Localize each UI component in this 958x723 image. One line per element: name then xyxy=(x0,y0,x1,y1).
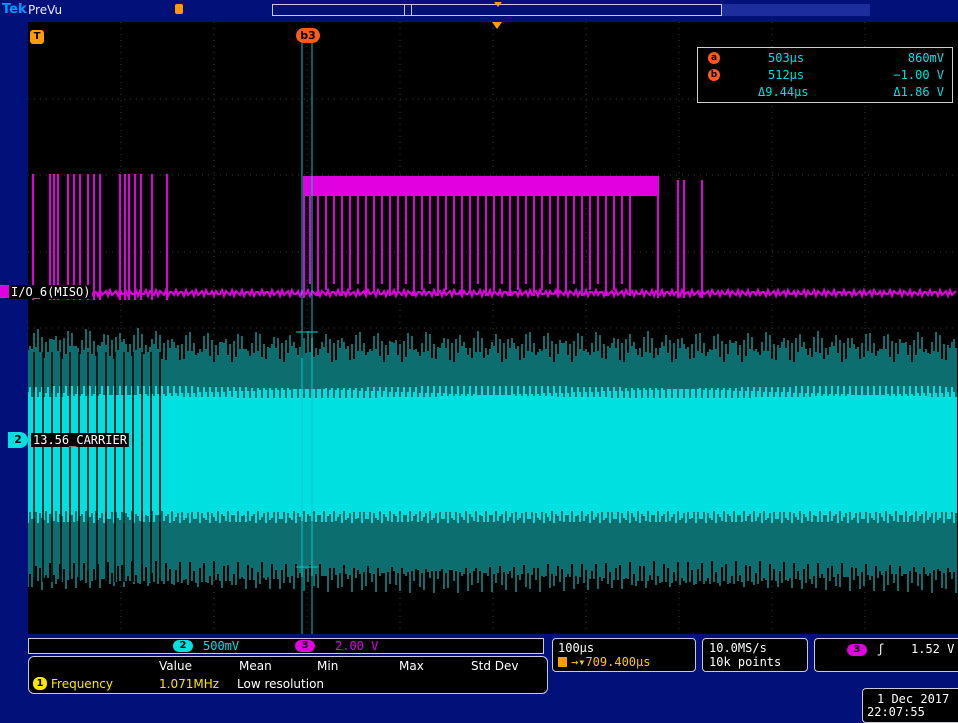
meas-header-std: Std Dev xyxy=(471,659,519,673)
acquisition-mode: PreVu xyxy=(28,3,63,17)
channel-readout-bar[interactable]: 2 500mV 3 2.00 V xyxy=(28,638,544,654)
record-view-extension xyxy=(722,4,870,16)
trigger-position-icon xyxy=(175,4,183,14)
cursor-a-icon: a xyxy=(708,52,720,64)
measurement-name: Frequency xyxy=(51,677,113,691)
graticule xyxy=(28,22,958,634)
carrier-trace-core xyxy=(28,386,957,523)
channel-2-badge: 2 xyxy=(173,640,193,652)
cursor-a-volt: 860mV xyxy=(907,51,944,65)
trigger-source-badge: 3 xyxy=(847,644,867,656)
record-length: 10k points xyxy=(709,655,782,669)
cursor-a-time: 503µs xyxy=(768,51,805,65)
cursor-b-volt: −1.00 V xyxy=(893,68,944,82)
meas-header-max: Max xyxy=(399,659,424,673)
cursor-delta-volt: Δ1.86 V xyxy=(893,85,944,99)
channel-3-badge: 3 xyxy=(295,640,315,652)
meas-header-min: Min xyxy=(317,659,339,673)
channel-2-scale[interactable]: 500mV xyxy=(203,639,240,653)
measurement-value: 1.071MHz xyxy=(159,677,220,691)
cursor-b-time: 512µs xyxy=(768,68,805,82)
trigger-marker-icon[interactable]: T xyxy=(30,30,44,44)
record-view-window[interactable] xyxy=(404,4,412,16)
waveform-display[interactable] xyxy=(28,22,958,634)
trigger-arrow-icon xyxy=(492,22,502,29)
acquisition-readout[interactable]: 10.0MS/s 10k points xyxy=(702,638,808,672)
cursor-b-icon: b xyxy=(708,69,720,81)
meas-header-mean: Mean xyxy=(239,659,272,673)
tek-logo: Tek xyxy=(2,2,27,17)
trigger-position-icon xyxy=(558,657,567,667)
channel-b-marker[interactable] xyxy=(0,285,9,298)
miso-burst-top xyxy=(304,176,658,196)
measurement-panel[interactable]: Value Mean Min Max Std Dev 1 Frequency 1… xyxy=(28,656,548,694)
date-label: 1 Dec 2017 xyxy=(877,692,950,706)
horizontal-readout[interactable]: 100µs →▾709.400µs xyxy=(552,638,696,672)
cursor-marker[interactable]: b3 xyxy=(296,28,320,43)
trigger-readout[interactable]: 3 ʃ 1.52 V xyxy=(814,638,958,672)
status-bar: Tek PreVu xyxy=(0,0,958,22)
channel-3-scale[interactable]: 2.00 V xyxy=(335,639,379,653)
trigger-level: 1.52 V xyxy=(911,642,955,656)
waveform-label-miso: I/O_6(MISO) xyxy=(9,285,93,299)
date-time-readout: 1 Dec 2017 22:07:55 xyxy=(862,688,958,723)
cursor-delta-time: Δ9.44µs xyxy=(758,85,809,99)
record-trigger-icon xyxy=(494,2,502,7)
meas-header-value: Value xyxy=(159,659,192,673)
channel-2-marker[interactable]: 2 xyxy=(8,432,28,448)
waveform-label-carrier: 13.56_CARRIER xyxy=(31,433,129,447)
cursor-readout: a 503µs 860mV b 512µs −1.00 V Δ9.44µs Δ1… xyxy=(697,47,953,103)
horizontal-scale: 100µs xyxy=(558,641,595,655)
trigger-position: →▾709.400µs xyxy=(571,655,651,669)
sample-rate: 10.0MS/s xyxy=(709,641,767,655)
miso-baseline xyxy=(28,287,957,299)
time-label: 22:07:55 xyxy=(867,705,925,719)
measurement-note: Low resolution xyxy=(237,677,325,691)
rising-edge-icon: ʃ xyxy=(877,642,885,656)
measurement-1-badge: 1 xyxy=(33,677,47,690)
